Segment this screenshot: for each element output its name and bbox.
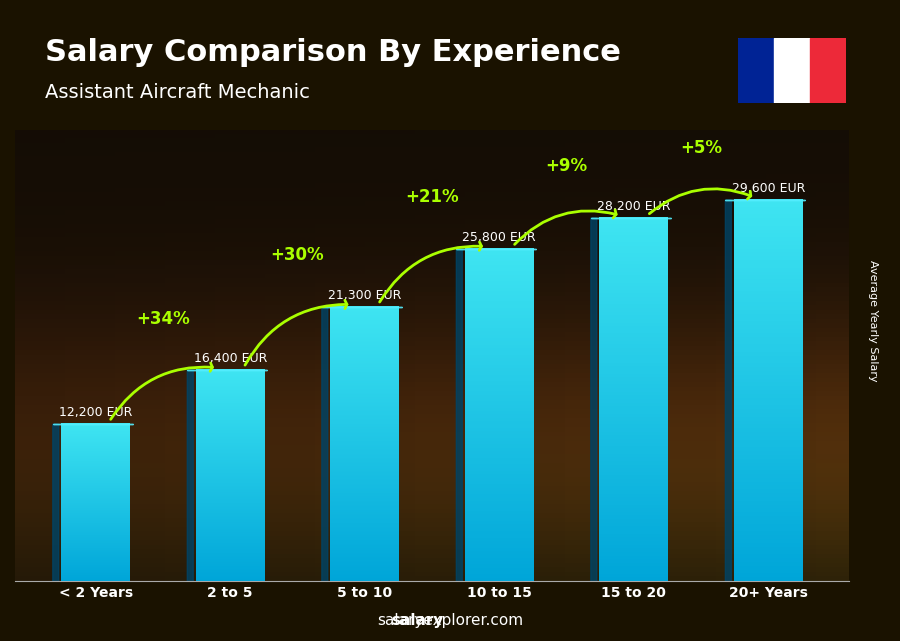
Polygon shape bbox=[591, 218, 597, 581]
Text: Assistant Aircraft Mechanic: Assistant Aircraft Mechanic bbox=[45, 83, 310, 103]
Text: +30%: +30% bbox=[271, 246, 324, 264]
Bar bbox=[738, 38, 774, 103]
Bar bbox=[774, 38, 810, 103]
Text: 16,400 EUR: 16,400 EUR bbox=[194, 352, 267, 365]
Text: +21%: +21% bbox=[405, 188, 459, 206]
Text: 21,300 EUR: 21,300 EUR bbox=[328, 289, 401, 302]
Text: +34%: +34% bbox=[136, 310, 190, 328]
Text: salary: salary bbox=[392, 613, 444, 628]
Text: 12,200 EUR: 12,200 EUR bbox=[59, 406, 132, 419]
Polygon shape bbox=[322, 307, 328, 581]
Polygon shape bbox=[53, 424, 58, 581]
Polygon shape bbox=[725, 200, 732, 581]
Text: Salary Comparison By Experience: Salary Comparison By Experience bbox=[45, 38, 621, 67]
Bar bbox=[810, 38, 846, 103]
Text: 28,200 EUR: 28,200 EUR bbox=[597, 200, 670, 213]
Polygon shape bbox=[456, 249, 463, 581]
Text: +5%: +5% bbox=[680, 140, 722, 158]
Text: 29,600 EUR: 29,600 EUR bbox=[732, 182, 805, 195]
Text: +9%: +9% bbox=[545, 158, 588, 176]
Text: salaryexplorer.com: salaryexplorer.com bbox=[377, 613, 523, 628]
Text: Average Yearly Salary: Average Yearly Salary bbox=[868, 260, 878, 381]
Text: 25,800 EUR: 25,800 EUR bbox=[463, 231, 536, 244]
Polygon shape bbox=[187, 370, 194, 581]
